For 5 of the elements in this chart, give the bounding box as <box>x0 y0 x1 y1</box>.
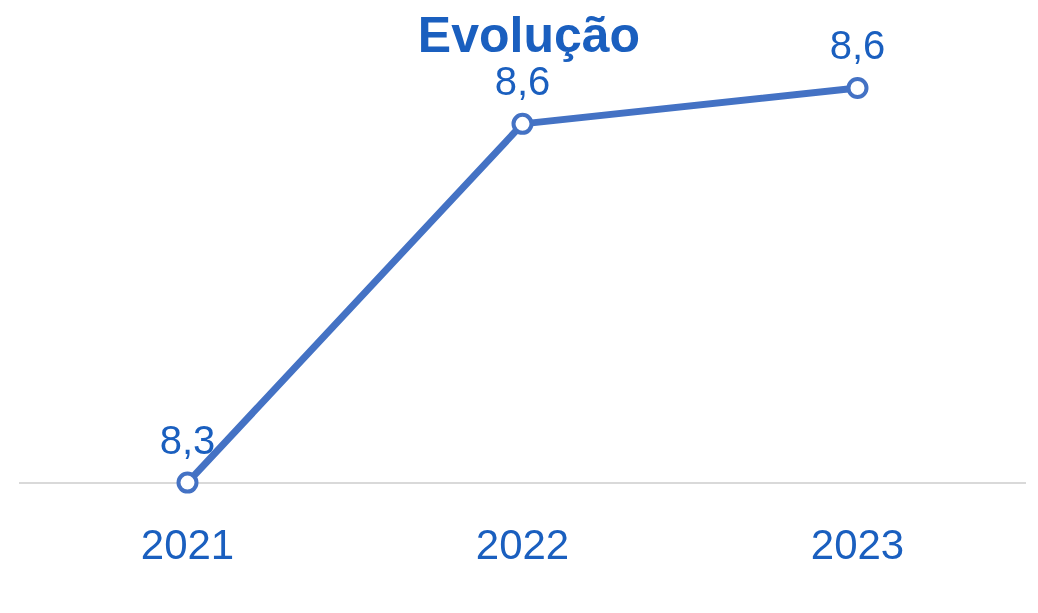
x-tick-label: 2023 <box>810 521 905 569</box>
data-label: 8,6 <box>829 23 886 68</box>
x-tick-label: 2021 <box>140 521 235 569</box>
data-label: 8,3 <box>159 417 216 462</box>
x-tick-label: 2022 <box>475 521 570 569</box>
